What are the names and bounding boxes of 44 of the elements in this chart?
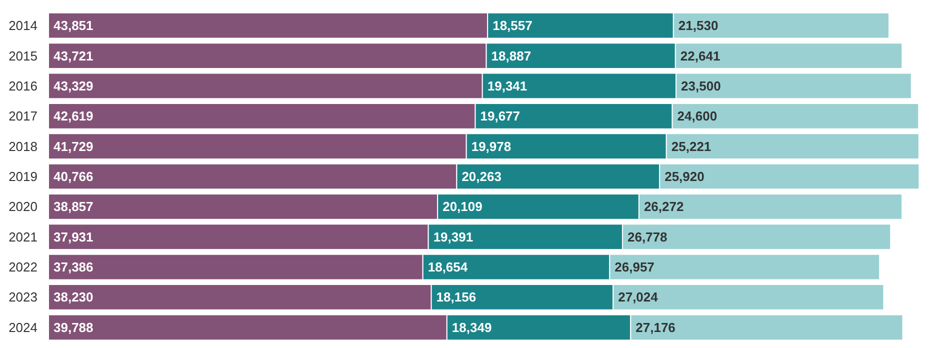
- data-label: 26,778: [627, 229, 668, 244]
- y-tick-label: 2015: [8, 48, 38, 64]
- data-label: 20,109: [442, 199, 482, 214]
- data-label: 20,263: [462, 169, 502, 184]
- data-label: 43,851: [54, 18, 94, 34]
- data-label: 19,341: [487, 78, 528, 94]
- data-label: 21,530: [678, 18, 718, 34]
- data-label: 38,230: [54, 290, 94, 305]
- data-label: 39,788: [54, 320, 94, 335]
- data-label: 24,600: [677, 108, 718, 124]
- y-tick-label: 2022: [8, 260, 38, 275]
- data-label: 18,349: [452, 320, 492, 335]
- data-label: 19,391: [433, 229, 474, 244]
- y-tick-label: 2020: [8, 199, 38, 214]
- data-label: 25,920: [664, 169, 704, 184]
- y-tick-label: 2019: [8, 169, 38, 184]
- data-label: 25,221: [671, 138, 712, 154]
- y-tick-label: 2018: [8, 138, 38, 154]
- data-label: 27,176: [636, 320, 676, 335]
- data-label: 43,721: [54, 48, 94, 64]
- data-label: 37,386: [54, 260, 94, 275]
- data-label: 37,931: [54, 229, 94, 244]
- y-tick-label: 2017: [8, 108, 38, 124]
- y-tick-label: 2024: [8, 320, 38, 335]
- y-tick-label: 2014: [8, 18, 38, 34]
- y-tick-label: 2021: [8, 229, 38, 244]
- data-label: 18,557: [492, 18, 532, 34]
- data-label: 26,272: [644, 199, 684, 214]
- data-label: 41,729: [54, 138, 94, 154]
- data-label: 19,978: [471, 138, 512, 154]
- data-label: 43,329: [54, 78, 94, 94]
- data-label: 26,957: [614, 260, 654, 275]
- data-label: 18,156: [436, 290, 476, 305]
- data-label: 42,619: [54, 108, 94, 124]
- data-label: 23,500: [681, 78, 721, 94]
- data-label: 22,641: [680, 48, 720, 64]
- data-label: 18,654: [428, 260, 468, 275]
- data-label: 18,887: [491, 48, 532, 64]
- data-label: 27,024: [618, 290, 659, 305]
- y-tick-label: 2016: [8, 78, 38, 94]
- data-label: 19,677: [480, 108, 520, 124]
- data-label: 38,857: [54, 199, 94, 214]
- y-tick-label: 2023: [8, 290, 38, 305]
- data-label: 40,766: [54, 169, 94, 184]
